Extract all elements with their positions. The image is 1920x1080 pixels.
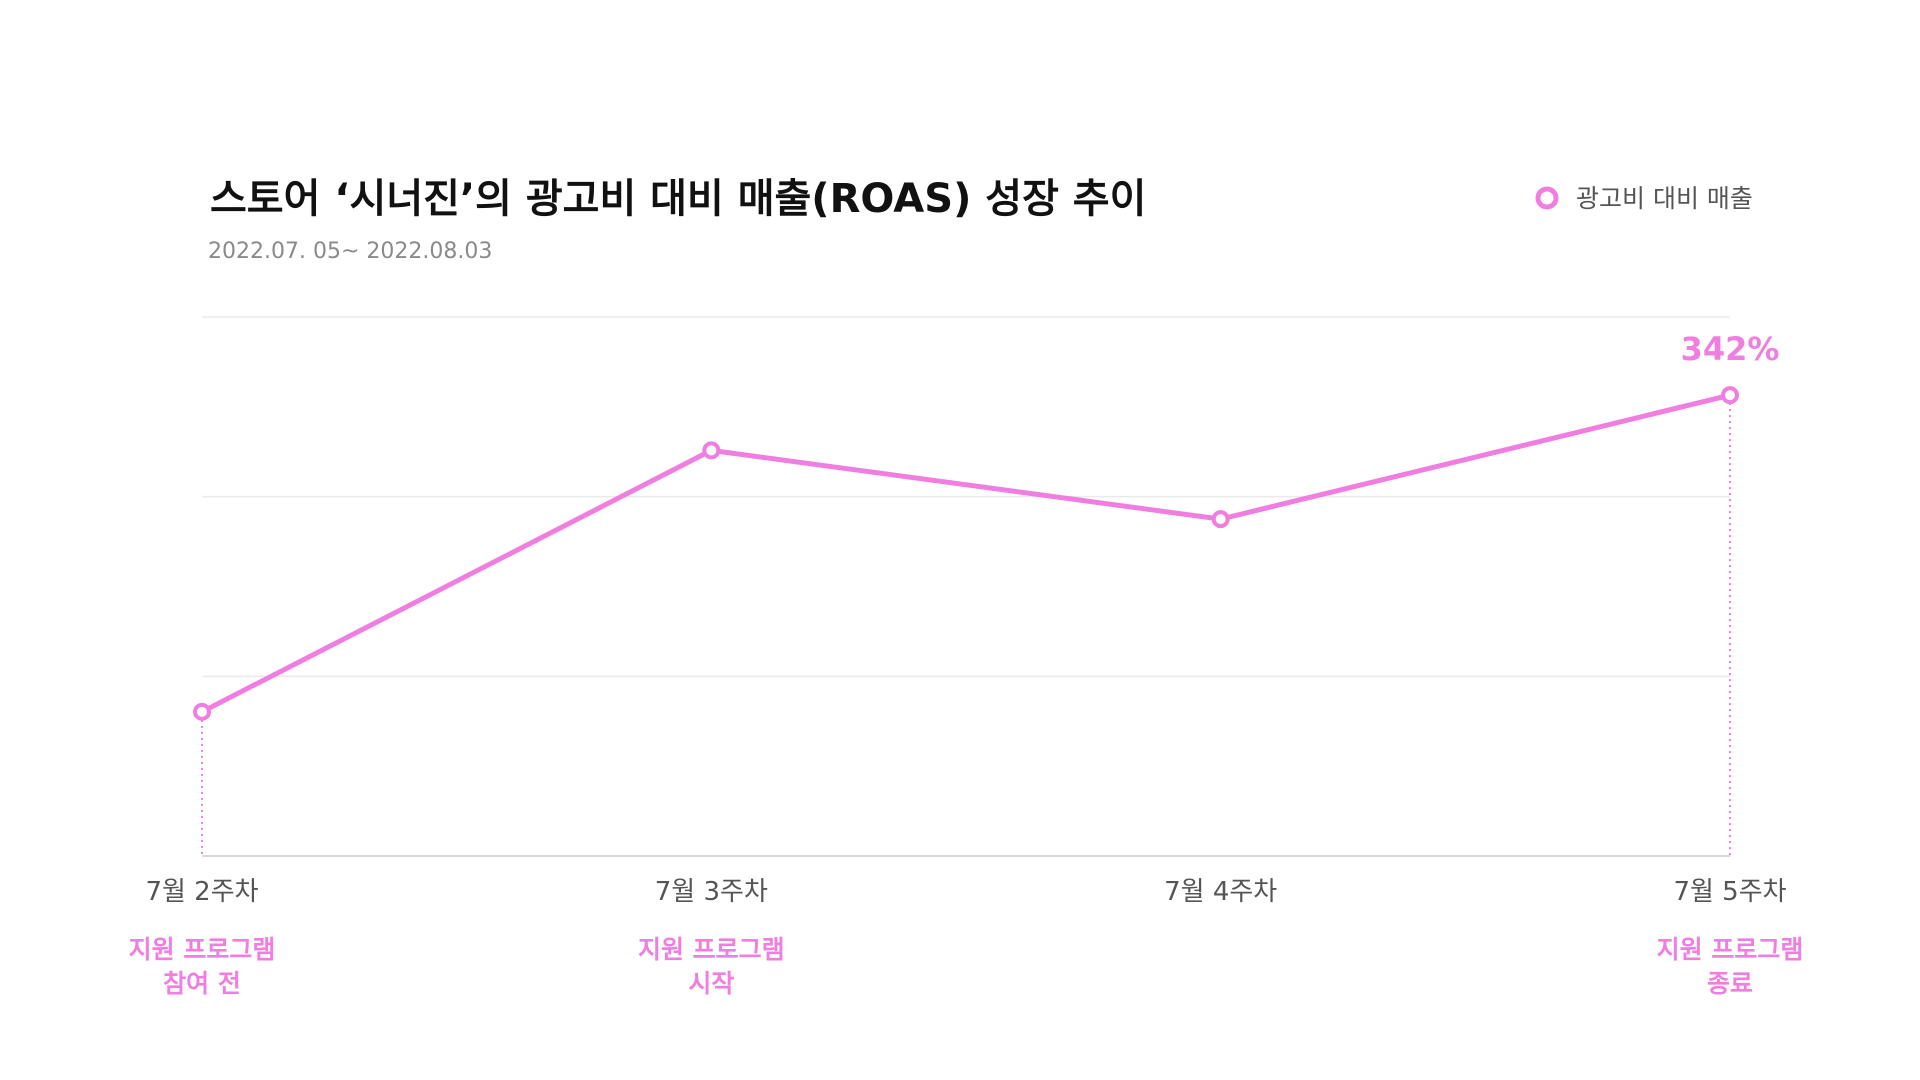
- data-point: [1721, 386, 1739, 405]
- x-axis-ticks: 7월 2주차 7월 3주차 7월 4주차 7월 5주차: [145, 877, 1786, 907]
- chart-title: 스토어 ‘시너진’의 광고비 대비 매출(ROAS) 성장 추이: [210, 176, 1146, 222]
- legend-marker-icon: [1535, 186, 1559, 210]
- annotation-text: 지원 프로그램: [129, 935, 276, 964]
- grid: [202, 316, 1730, 857]
- annotation-text: 참여 전: [163, 969, 241, 998]
- data-point: [1211, 510, 1230, 529]
- data-label: 342%: [1681, 330, 1780, 368]
- annotation-text: 지원 프로그램: [638, 935, 785, 964]
- series-line-layer: [199, 392, 1733, 715]
- annotation-text: 지원 프로그램: [1657, 935, 1804, 964]
- legend-label: 광고비 대비 매출: [1576, 184, 1753, 213]
- annotation-text: 종료: [1707, 969, 1753, 998]
- data-points: [193, 386, 1739, 721]
- data-point: [702, 441, 721, 460]
- x-tick-label: 7월 4주차: [1164, 877, 1277, 907]
- x-tick-label: 7월 3주차: [655, 877, 768, 907]
- guide-lines: [201, 403, 1731, 856]
- series-line: [199, 392, 1733, 715]
- x-tick-label: 7월 5주차: [1673, 877, 1786, 907]
- legend: 광고비 대비 매출: [1535, 184, 1753, 213]
- data-point: [193, 702, 211, 721]
- data-labels: 342%: [1681, 330, 1780, 368]
- annotation-text: 시작: [688, 969, 734, 998]
- x-tick-label: 7월 2주차: [145, 877, 258, 907]
- chart-subtitle: 2022.07. 05~ 2022.08.03: [208, 239, 492, 264]
